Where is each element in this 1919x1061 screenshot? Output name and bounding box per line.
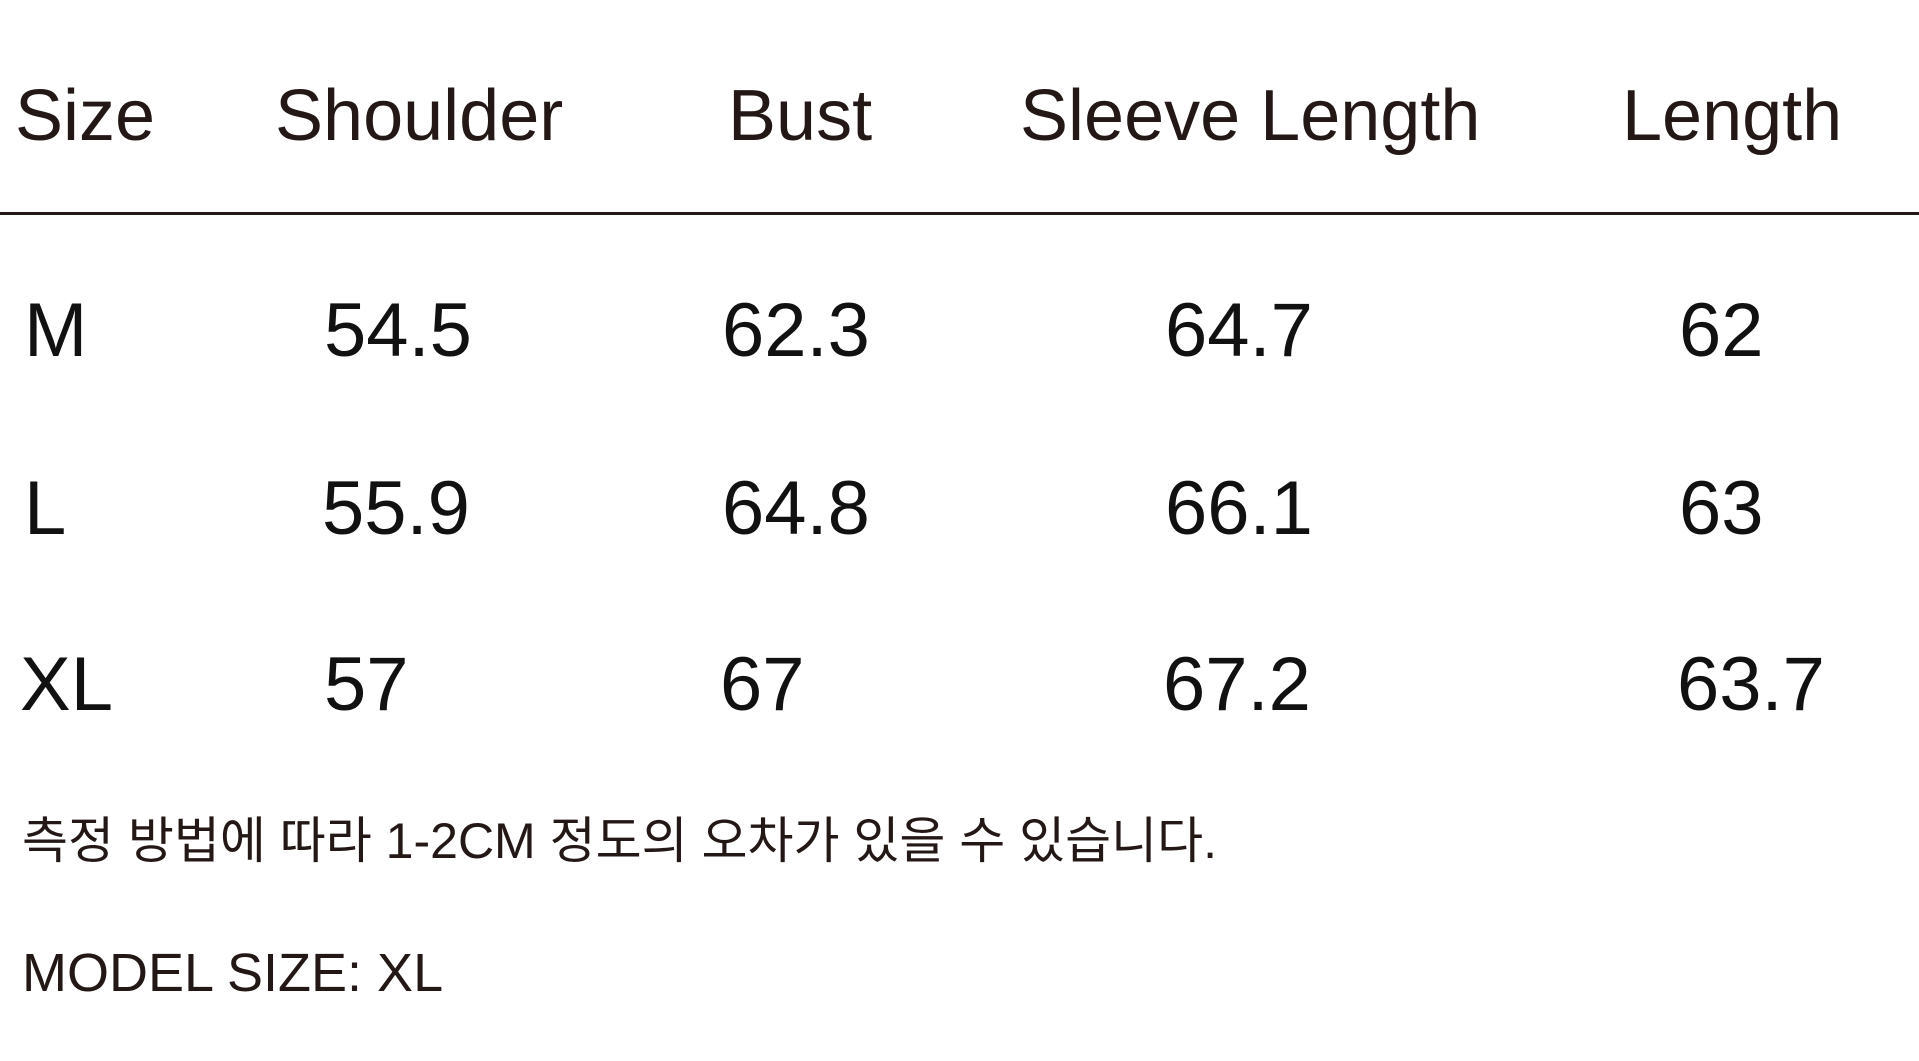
header-length: Length: [1622, 76, 1843, 156]
header-sleeve-length: Sleeve Length: [1020, 76, 1481, 156]
cell-size: XL: [20, 642, 113, 727]
cell-length: 62: [1679, 288, 1764, 373]
cell-size: L: [24, 466, 67, 551]
cell-shoulder: 55.9: [322, 466, 470, 551]
cell-shoulder: 57: [324, 642, 409, 727]
cell-bust: 62.3: [722, 288, 870, 373]
cell-sleeve-length: 67.2: [1163, 642, 1311, 727]
cell-sleeve-length: 66.1: [1165, 466, 1313, 551]
cell-bust: 67: [720, 642, 805, 727]
header-size: Size: [15, 76, 156, 156]
header-shoulder: Shoulder: [275, 76, 564, 156]
cell-bust: 64.8: [722, 466, 870, 551]
cell-shoulder: 54.5: [324, 288, 472, 373]
header-divider: [0, 212, 1919, 215]
cell-sleeve-length: 64.7: [1165, 288, 1313, 373]
cell-length: 63.7: [1677, 642, 1825, 727]
model-size: MODEL SIZE: XL: [22, 943, 444, 1003]
measurement-note: 측정 방법에 따라 1-2CM 정도의 오차가 있을 수 있습니다.: [22, 813, 1218, 869]
cell-size: M: [24, 288, 88, 373]
header-bust: Bust: [728, 76, 873, 156]
cell-length: 63: [1679, 466, 1764, 551]
